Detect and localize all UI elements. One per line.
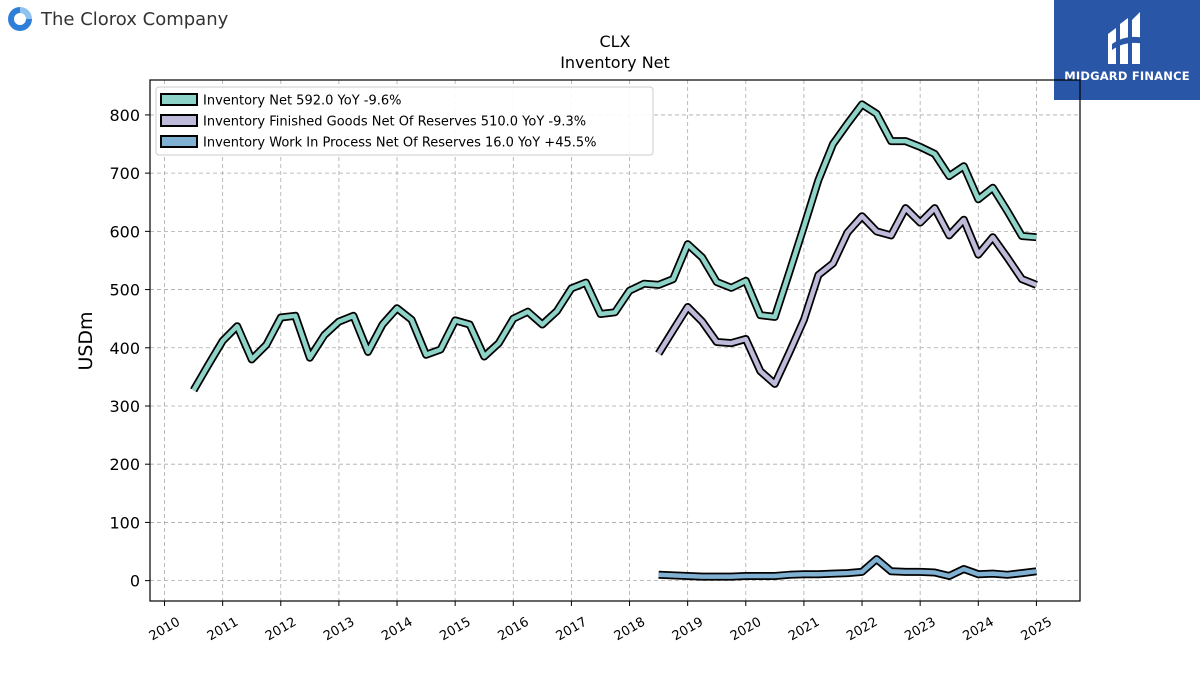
x-axis-ticks: 2010 2011 2012 2013 2014 2015 2016 2017 2018 2019…	[147, 601, 1055, 644]
y-tick-label: 800	[109, 106, 140, 125]
legend-entry-label: Inventory Net 592.0 YoY -9.6%	[203, 94, 402, 109]
legend-box	[155, 86, 654, 156]
y-tick-label: 100	[109, 513, 140, 532]
series-line-1	[656, 205, 1038, 387]
legend: Inventory Net 592.0 YoY -9.6% Inventory F…	[155, 86, 654, 156]
midgard-finance-name: MIDGARD FINANCE	[1064, 69, 1190, 83]
y-tick-label: 500	[109, 281, 140, 300]
series-line-2	[658, 556, 1037, 579]
y-tick-label: 400	[109, 339, 140, 358]
y-tick-label: 700	[109, 164, 140, 183]
legend-entry-label: Inventory Finished Goods Net Of Reserves…	[203, 115, 586, 130]
y-tick-label: 0	[130, 572, 140, 591]
x-tick-label: 2019	[670, 615, 706, 645]
legend-swatch	[160, 93, 198, 106]
legend-swatch	[160, 114, 198, 127]
x-tick-label: 2024	[960, 615, 996, 645]
x-tick-label: 2016	[495, 615, 531, 645]
x-tick-label: 2021	[786, 615, 822, 645]
chart-subtitle: Inventory Net	[560, 53, 670, 72]
midgard-m-logo-icon	[1108, 12, 1144, 64]
y-tick-label: 200	[109, 455, 140, 474]
y-tick-label: 600	[109, 222, 140, 241]
midgard-finance-badge: MIDGARD FINANCE	[1054, 0, 1200, 100]
y-axis-ticks: 0 100 200 300 400 500 600 700 800	[109, 106, 150, 591]
legend-entry-label: Inventory Work In Process Net Of Reserve…	[203, 136, 597, 151]
clorox-c-logo-icon	[8, 7, 32, 31]
x-tick-label: 2025	[1019, 615, 1055, 645]
plot-frame	[149, 79, 1081, 602]
x-tick-label: 2020	[728, 615, 764, 645]
x-tick-label: 2011	[205, 615, 241, 645]
x-tick-label: 2013	[321, 615, 357, 645]
x-tick-label: 2012	[263, 615, 299, 645]
y-axis-label: USDm	[75, 311, 97, 370]
y-tick-label: 300	[109, 397, 140, 416]
x-tick-label: 2018	[612, 615, 648, 645]
series-lines	[190, 100, 1038, 581]
brand-name: The Clorox Company	[41, 8, 229, 30]
legend-swatch	[160, 135, 198, 148]
x-tick-label: 2015	[437, 615, 473, 645]
chart-title: CLX	[599, 32, 630, 51]
x-tick-label: 2022	[844, 615, 880, 645]
series-line-0	[191, 102, 1037, 392]
x-tick-label: 2017	[554, 615, 590, 645]
x-tick-label: 2010	[147, 615, 183, 645]
x-tick-label: 2014	[379, 615, 415, 645]
brand-header: The Clorox Company	[6, 5, 228, 33]
x-tick-label: 2023	[902, 615, 938, 645]
